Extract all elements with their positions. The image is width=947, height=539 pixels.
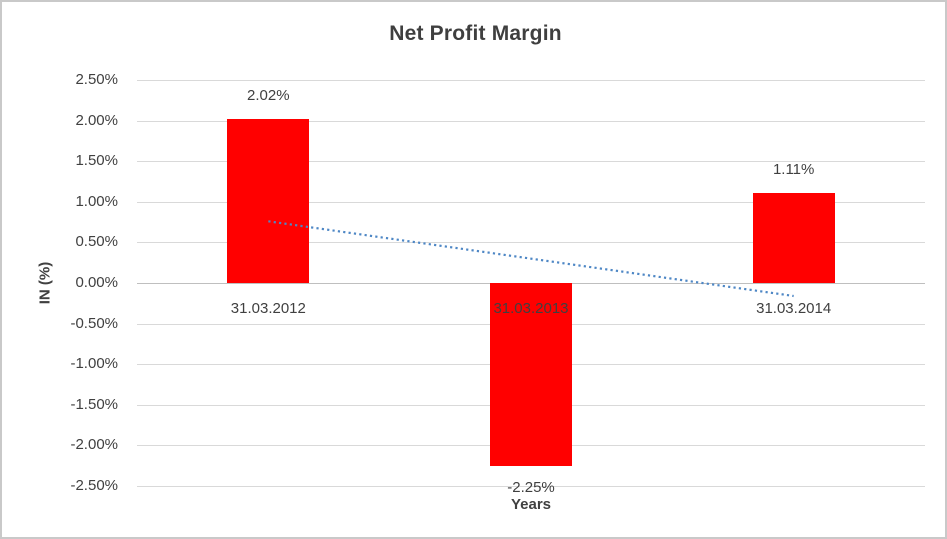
y-tick-label: -1.50% [70, 395, 118, 413]
gridline [137, 120, 925, 122]
bar-31.03.2012 [227, 118, 310, 283]
gridline [137, 161, 925, 163]
gridline [137, 486, 925, 487]
y-tick-label: 1.50% [75, 152, 118, 170]
y-tick-label: 0.00% [75, 274, 118, 291]
y-tick-label: -0.50% [70, 314, 118, 332]
chart-title: Net Profit Margin [389, 22, 562, 45]
category-label: 31.03.2014 [756, 300, 832, 317]
y-tick-label: 1.00% [75, 192, 118, 210]
y-tick-label: -1.00% [70, 355, 118, 373]
bar-31.03.2013 [490, 283, 572, 466]
bar-value-label: -2.25% [507, 478, 555, 496]
category-label: 31.03.2012 [230, 300, 306, 317]
y-tick-label: 2.00% [75, 111, 118, 129]
y-tick-label: -2.50% [70, 477, 118, 494]
bar-value-label: 1.11% [772, 160, 815, 178]
category-label: 31.03.2013 [493, 300, 569, 317]
y-tick-label: -2.00% [70, 436, 118, 454]
y-tick-label: 0.50% [75, 233, 118, 251]
bar-value-label: 2.02% [247, 86, 290, 104]
x-axis-title: Years [510, 496, 552, 513]
bar-31.03.2014 [752, 192, 835, 283]
y-tick-label: 2.50% [75, 71, 118, 88]
gridline [137, 80, 925, 81]
gridline [137, 201, 925, 203]
